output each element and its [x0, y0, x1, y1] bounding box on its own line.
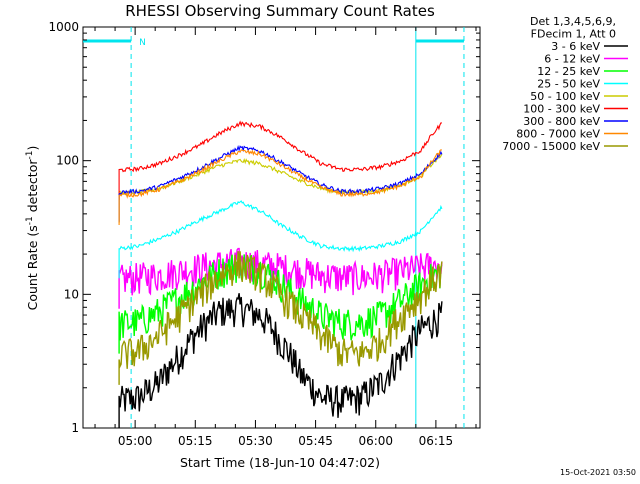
time-markers: N	[83, 27, 465, 428]
legend-label-7: 800 - 7000 keV	[516, 128, 600, 141]
series-line-8	[118, 251, 443, 385]
legend-label-4: 50 - 100 keV	[530, 90, 600, 103]
series-line-5	[118, 120, 442, 200]
axes: 05:00 05:15 05:30 05:45 06:00 06:15 1 10 100 1000	[48, 20, 480, 448]
x-tick-label-0: 05:00	[118, 434, 153, 448]
y-tick-label-1: 10	[64, 287, 79, 301]
y-tick-label-0: 1	[71, 421, 79, 435]
x-tick-label-2: 05:30	[238, 434, 273, 448]
series-line-3	[118, 200, 443, 279]
x-tick-label-1: 05:15	[178, 434, 213, 448]
series-line-1	[118, 247, 443, 309]
legend-label-5: 100 - 300 keV	[523, 103, 600, 116]
series-line-0	[118, 293, 443, 428]
series-line-7	[118, 149, 443, 225]
timestamp: 15-Oct-2021 03:50	[560, 468, 636, 477]
legend-header-0: Det 1,3,4,5,6,9,	[530, 15, 616, 28]
y-tick-label-2: 100	[56, 154, 79, 168]
y-axis-label: Count Rate (s-1 detector-1)	[25, 146, 40, 311]
legend-label-2: 12 - 25 keV	[537, 65, 600, 78]
legend-label-3: 25 - 50 keV	[537, 78, 600, 91]
x-tick-label-3: 05:45	[298, 434, 333, 448]
chart-title: RHESSI Observing Summary Count Rates	[125, 2, 435, 20]
x-axis-label: Start Time (18-Jun-10 04:47:02)	[180, 455, 380, 470]
series-line-6	[118, 145, 443, 222]
plot-area	[82, 26, 481, 429]
series-layer	[118, 120, 443, 428]
legend-label-8: 7000 - 15000 keV	[502, 140, 600, 153]
legend: Det 1,3,4,5,6,9,FDecim 1, Att 03 - 6 keV…	[502, 15, 628, 153]
legend-header-1: FDecim 1, Att 0	[531, 28, 616, 41]
x-tick-label-5: 06:15	[419, 434, 454, 448]
y-tick-label-3: 1000	[48, 20, 79, 34]
x-tick-label-4: 06:00	[358, 434, 393, 448]
legend-label-6: 300 - 800 keV	[523, 115, 600, 128]
night-label: N	[139, 38, 146, 48]
legend-label-1: 6 - 12 keV	[544, 53, 600, 66]
legend-label-0: 3 - 6 keV	[551, 40, 600, 53]
plot-frame	[82, 26, 481, 429]
